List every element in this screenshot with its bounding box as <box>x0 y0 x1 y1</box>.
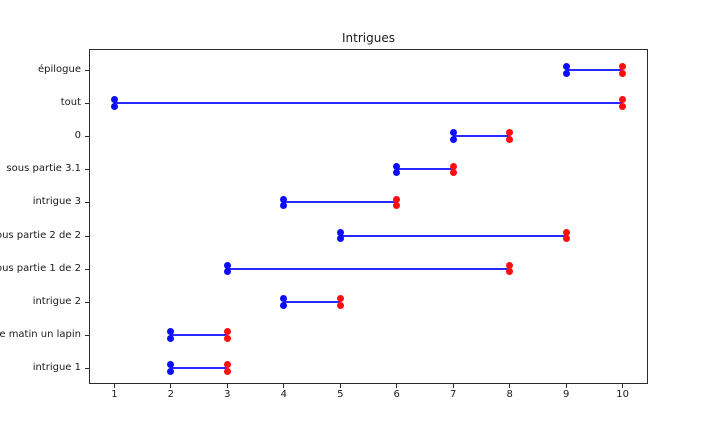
y-axis-label: Ce matin un lapin <box>0 328 81 340</box>
end-marker-dot-top <box>562 228 570 236</box>
y-axis-label: épilogue <box>37 64 81 75</box>
y-axis-label: tout <box>60 97 81 109</box>
plot-area <box>89 49 648 384</box>
start-marker-dot-bottom <box>110 102 118 110</box>
start-marker-dot-top <box>167 328 175 335</box>
x-tick-label: 2 <box>167 389 175 400</box>
interval-line <box>283 300 341 303</box>
end-marker-dot-top <box>223 361 231 369</box>
start-marker-dot-bottom <box>280 202 288 210</box>
start-marker-dot-top <box>280 294 288 302</box>
y-axis-label: 0 <box>74 130 81 142</box>
y-tick <box>85 70 89 71</box>
x-tick <box>622 384 624 388</box>
start-marker-dot-bottom <box>393 169 401 177</box>
y-tick <box>85 136 89 138</box>
x-tick <box>396 384 398 388</box>
x-tick <box>283 384 285 388</box>
end-marker-dot-top <box>449 162 457 170</box>
end-marker-dot-bottom <box>619 102 627 110</box>
end-marker-dot-bottom <box>506 136 514 143</box>
end-marker-dot-bottom <box>449 169 457 177</box>
y-axis-label: sous partie 2 de 2 <box>0 229 81 241</box>
start-marker-dot-top <box>280 195 288 203</box>
x-tick <box>565 384 567 388</box>
interval-line <box>340 234 567 237</box>
y-axis-label: sous partie 3.1 <box>6 163 81 175</box>
start-marker-dot-bottom <box>223 268 231 276</box>
interval-line <box>170 366 228 369</box>
y-tick <box>85 301 89 303</box>
end-marker-dot-bottom <box>223 367 231 375</box>
end-marker-dot-bottom <box>562 235 570 243</box>
start-marker-dot-top <box>110 96 118 104</box>
end-marker-dot-bottom <box>336 301 344 309</box>
end-marker-dot-top <box>506 129 514 137</box>
end-marker-dot-bottom <box>223 334 231 342</box>
y-tick <box>85 235 89 237</box>
x-tick-label: 1 <box>111 389 118 400</box>
start-marker-dot-top <box>167 361 175 369</box>
x-tick <box>113 384 115 388</box>
end-marker-dot-bottom <box>619 69 627 77</box>
y-tick <box>85 334 89 336</box>
x-tick <box>170 384 172 388</box>
start-marker-dot-top <box>223 261 231 269</box>
y-tick <box>85 367 89 369</box>
x-tick-label: 3 <box>224 389 231 400</box>
start-marker-dot-top <box>393 162 401 170</box>
end-marker-dot-top <box>393 195 401 203</box>
x-tick <box>339 384 341 388</box>
start-marker-dot-top <box>449 129 457 137</box>
interval-line <box>283 201 397 204</box>
y-axis-label: sous partie 1 de 2 <box>0 262 81 274</box>
end-marker-dot-bottom <box>393 202 401 210</box>
start-marker-dot-bottom <box>167 367 175 375</box>
y-axis-label: intrigue 3 <box>32 196 81 208</box>
y-axis-label: intrigue 1 <box>32 361 81 373</box>
y-tick <box>85 202 89 204</box>
x-tick-label: 10 <box>616 389 629 400</box>
x-tick <box>509 384 511 388</box>
end-marker-dot-top <box>619 96 627 104</box>
x-tick-label: 5 <box>337 389 344 400</box>
x-tick-label: 4 <box>280 389 287 400</box>
end-marker-dot-top <box>336 294 344 302</box>
interval-line <box>396 168 454 171</box>
start-marker-dot-top <box>336 228 344 236</box>
start-marker-dot-bottom <box>167 334 175 342</box>
end-marker-dot-bottom <box>506 268 514 276</box>
x-tick-label: 6 <box>393 389 400 400</box>
end-marker-dot-top <box>223 328 231 335</box>
y-tick <box>85 268 89 270</box>
x-tick <box>452 384 454 388</box>
chart-title: Intrigues <box>342 31 395 45</box>
x-tick <box>226 384 228 388</box>
x-tick-label: 7 <box>450 389 457 400</box>
x-tick-label: 9 <box>562 389 570 400</box>
start-marker-dot-bottom <box>562 69 570 77</box>
x-tick-label: 8 <box>506 389 513 400</box>
end-marker-dot-top <box>506 261 514 269</box>
start-marker-dot-bottom <box>280 301 288 309</box>
interval-line <box>170 333 228 336</box>
interval-line <box>227 267 510 270</box>
interval-line <box>453 135 510 138</box>
start-marker-dot-top <box>562 63 570 71</box>
interval-line <box>114 102 623 105</box>
y-tick <box>85 103 89 105</box>
start-marker-dot-bottom <box>449 136 457 143</box>
y-tick <box>85 169 89 171</box>
start-marker-dot-bottom <box>336 235 344 243</box>
y-axis-label: intrigue 2 <box>32 295 81 307</box>
interval-line <box>566 69 623 71</box>
end-marker-dot-top <box>619 63 627 71</box>
